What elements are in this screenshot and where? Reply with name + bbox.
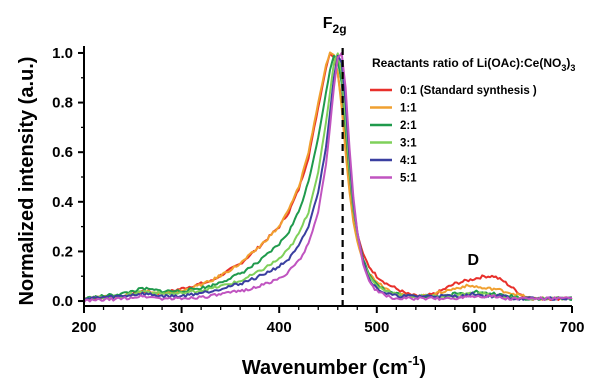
y-tick-label: 1.0	[52, 45, 73, 62]
legend-title-paren: )	[566, 56, 570, 70]
y-tick-label: 0.6	[52, 144, 73, 161]
y-tick-label: 0.8	[52, 95, 73, 112]
x-tick-label: 700	[559, 319, 584, 336]
x-tick-label: 200	[71, 319, 96, 336]
y-axis-ticks: 0.0 0.2 0.4 0.6 0.8 1.0	[52, 45, 84, 310]
legend-item-label: 2:1	[400, 120, 417, 132]
f2g-annotation-subscript: 2g	[333, 22, 347, 36]
x-tick-label: 500	[364, 319, 389, 336]
y-tick-label: 0.0	[52, 293, 73, 310]
legend-title-sub1: 3	[561, 63, 566, 73]
x-axis-title-main: Wavenumber (cm	[242, 357, 408, 379]
series-line	[83, 52, 573, 303]
x-axis-title: Wavenumber (cm-1)	[242, 353, 426, 379]
x-tick-label: 400	[267, 319, 292, 336]
legend: 0:1 (Standard synthesis ) 1:1 2:1 3:1 4:1 5:1	[370, 85, 537, 185]
f2g-annotation-main: F	[323, 15, 333, 32]
x-axis-title-superscript: -1	[408, 353, 420, 368]
y-tick-label: 0.4	[52, 194, 74, 211]
d-band-annotation: D	[467, 252, 479, 269]
legend-item-label: 0:1 (Standard synthesis )	[400, 85, 537, 97]
axes-layer	[83, 46, 572, 307]
series-layer	[83, 51, 573, 303]
x-tick-label: 300	[169, 319, 194, 336]
legend-item-label: 4:1	[400, 155, 417, 167]
legend-item-label: 5:1	[400, 173, 417, 185]
f2g-annotation: F2g	[323, 15, 347, 36]
x-tick-label: 600	[462, 319, 487, 336]
legend-item-label: 3:1	[400, 138, 417, 150]
legend-item-label: 1:1	[400, 103, 417, 115]
y-tick-label: 0.2	[52, 243, 73, 260]
legend-title: Reactants ratio of Li(OAc):Ce(NO3)3	[372, 56, 575, 73]
x-axis-ticks: 200 300 400 500 600 700	[71, 306, 585, 336]
legend-title-sub2: 3	[570, 63, 575, 73]
y-axis-title: Normalized intensity (a.u.)	[16, 57, 38, 306]
legend-title-main: Reactants ratio of Li(OAc):Ce(NO	[372, 56, 561, 70]
series-line	[83, 54, 573, 301]
x-axis-title-tail: )	[419, 357, 426, 379]
